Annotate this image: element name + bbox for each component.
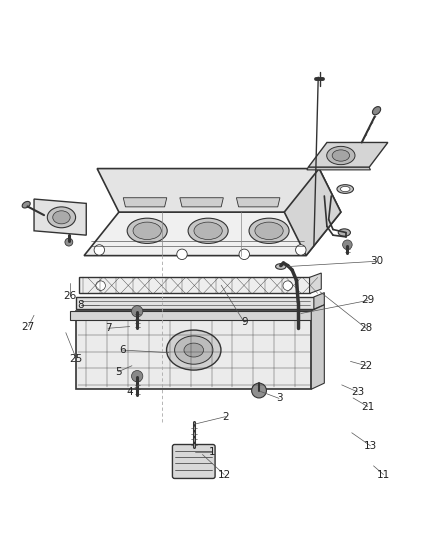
Text: 4: 4: [127, 387, 133, 397]
Ellipse shape: [175, 336, 213, 364]
Polygon shape: [84, 212, 341, 256]
Text: 23: 23: [351, 387, 364, 397]
Ellipse shape: [338, 229, 350, 236]
Circle shape: [131, 370, 143, 382]
Ellipse shape: [188, 218, 228, 244]
Ellipse shape: [337, 184, 353, 193]
Circle shape: [131, 305, 143, 317]
Circle shape: [94, 245, 105, 255]
Text: 1: 1: [209, 447, 216, 457]
Polygon shape: [70, 311, 318, 320]
Text: 27: 27: [22, 321, 35, 332]
Ellipse shape: [255, 222, 283, 239]
Polygon shape: [284, 168, 341, 256]
Text: 21: 21: [361, 402, 374, 411]
Circle shape: [96, 281, 106, 290]
Text: 6: 6: [119, 345, 126, 355]
Polygon shape: [311, 305, 324, 389]
Text: 26: 26: [64, 291, 77, 301]
Circle shape: [283, 281, 293, 290]
Ellipse shape: [184, 343, 204, 357]
Circle shape: [343, 240, 352, 249]
Text: 8: 8: [77, 300, 84, 310]
Polygon shape: [34, 199, 86, 235]
Text: 29: 29: [361, 295, 374, 305]
Circle shape: [65, 238, 73, 246]
Circle shape: [296, 245, 306, 255]
Polygon shape: [97, 168, 341, 212]
Ellipse shape: [327, 147, 355, 165]
Text: 11: 11: [377, 470, 390, 480]
Polygon shape: [79, 277, 310, 294]
FancyBboxPatch shape: [173, 445, 215, 479]
Polygon shape: [314, 293, 324, 309]
Polygon shape: [180, 198, 223, 207]
Text: 7: 7: [105, 324, 111, 333]
Ellipse shape: [194, 222, 222, 239]
Ellipse shape: [249, 218, 289, 244]
Polygon shape: [76, 297, 314, 309]
Ellipse shape: [47, 207, 76, 228]
Text: 13: 13: [364, 441, 377, 451]
Polygon shape: [76, 311, 311, 389]
Polygon shape: [308, 142, 388, 167]
Polygon shape: [307, 167, 371, 170]
Polygon shape: [310, 273, 321, 294]
Polygon shape: [237, 198, 280, 207]
Circle shape: [252, 383, 266, 398]
Text: 3: 3: [276, 393, 283, 403]
Ellipse shape: [340, 187, 350, 192]
Text: 22: 22: [360, 361, 373, 371]
Text: 28: 28: [360, 324, 373, 333]
Text: 5: 5: [115, 367, 121, 377]
Text: 2: 2: [222, 411, 229, 422]
Text: 30: 30: [370, 256, 383, 266]
Ellipse shape: [332, 150, 350, 161]
Text: 9: 9: [241, 317, 247, 327]
Circle shape: [177, 249, 187, 260]
Ellipse shape: [127, 218, 167, 244]
Polygon shape: [123, 198, 167, 207]
Text: 12: 12: [218, 470, 231, 480]
Text: 25: 25: [70, 354, 83, 364]
Ellipse shape: [53, 211, 70, 224]
Circle shape: [239, 249, 250, 260]
Ellipse shape: [166, 330, 221, 370]
Ellipse shape: [276, 264, 286, 269]
Ellipse shape: [133, 222, 161, 239]
Ellipse shape: [22, 201, 30, 208]
Ellipse shape: [372, 107, 381, 115]
